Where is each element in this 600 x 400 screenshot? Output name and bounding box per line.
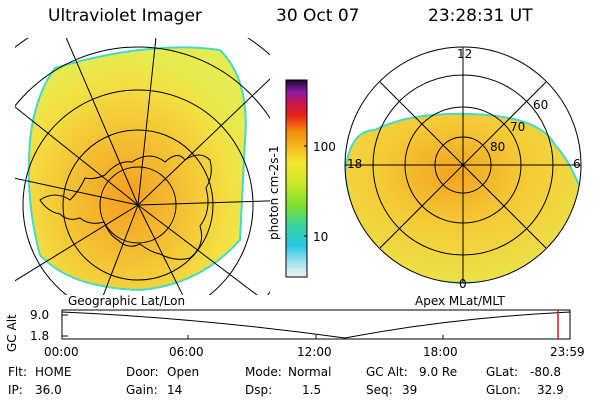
ip-value: 36.0 xyxy=(35,383,62,397)
flt-value: HOME xyxy=(35,365,72,379)
xtick-1200: 12:00 xyxy=(297,345,332,359)
header-date: 30 Oct 07 xyxy=(276,6,360,26)
xtick-1800: 18:00 xyxy=(423,345,458,359)
xtick-2359: 23:59 xyxy=(550,345,585,359)
colorbar xyxy=(285,79,308,278)
dsp-value: 1.5 xyxy=(302,383,322,397)
door-value: Open xyxy=(167,365,200,379)
mlt-label-18: 18 xyxy=(347,157,363,171)
flt-label: Flt: xyxy=(8,365,27,379)
altitude-ylabel: GC Alt xyxy=(5,314,19,352)
mlat-label-80: 80 xyxy=(490,140,506,154)
header-time: 23:28:31 UT xyxy=(428,6,533,26)
colorbar-tick-100: 100 xyxy=(313,140,336,154)
seq-value: 39 xyxy=(402,383,418,397)
gain-label: Gain: xyxy=(126,383,158,397)
gain-value: 14 xyxy=(167,383,183,397)
door-label: Door: xyxy=(126,365,159,379)
instrument-title: Ultraviolet Imager xyxy=(48,6,202,26)
mlt-label-12: 12 xyxy=(457,47,473,61)
dsp-label: Dsp: xyxy=(245,383,273,397)
altitude-ytick-low: 1.8 xyxy=(30,329,50,343)
glat-label: GLat: xyxy=(486,365,519,379)
apex-map xyxy=(344,46,582,284)
mlat-label-70: 70 xyxy=(510,120,526,134)
glat-value: -80.8 xyxy=(530,365,562,379)
ip-label: IP: xyxy=(8,383,23,397)
altitude-plot xyxy=(61,309,571,340)
colorbar-tick-10: 10 xyxy=(313,230,329,244)
geographic-map xyxy=(15,38,270,295)
apex-caption: Apex MLat/MLT xyxy=(415,294,505,308)
glon-label: GLon: xyxy=(486,383,521,397)
gcalt-value: 9.0 Re xyxy=(419,365,458,379)
seq-label: Seq: xyxy=(366,383,393,397)
altitude-ytick-high: 9.0 xyxy=(30,308,50,322)
xtick-0000: 00:00 xyxy=(44,345,79,359)
glon-value: 32.9 xyxy=(537,383,564,397)
mode-value: Normal xyxy=(288,365,332,379)
xtick-0600: 06:00 xyxy=(169,345,204,359)
mlt-label-0: 0 xyxy=(459,277,467,291)
colorbar-label: photon cm-2s-1 xyxy=(267,145,281,241)
mode-label: Mode: xyxy=(245,365,282,379)
mlt-label-6: 6 xyxy=(573,157,581,171)
mlat-label-60: 60 xyxy=(533,98,549,112)
gcalt-label: GC Alt: xyxy=(366,365,408,379)
geo-caption: Geographic Lat/Lon xyxy=(68,294,186,308)
